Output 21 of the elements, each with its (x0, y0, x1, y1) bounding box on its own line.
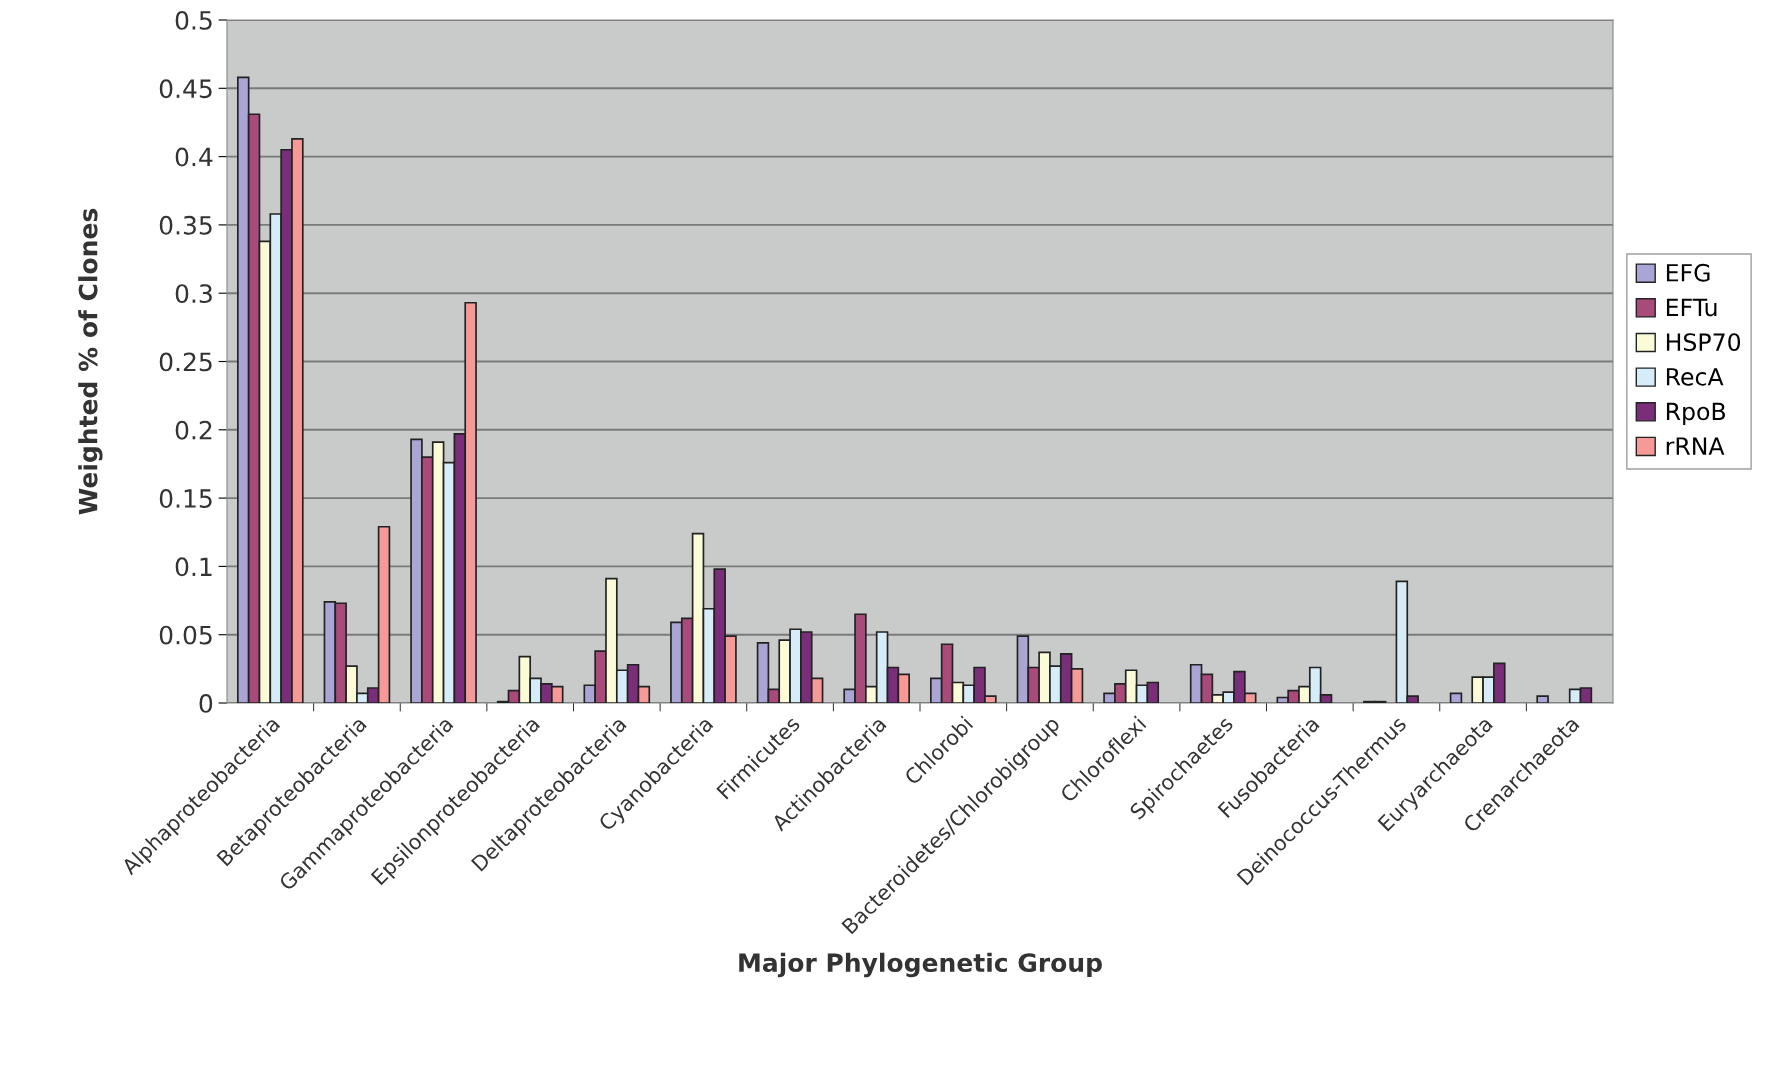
y-tick-label: 0.45 (159, 79, 212, 99)
y-tick-label: 0.05 (159, 625, 212, 645)
x-axis-title: Major Phylogenetic Group (739, 952, 1102, 978)
legend-label: EFG (1666, 263, 1710, 282)
y-tick-label: 0.4 (175, 147, 213, 167)
legend-label: HSP70 (1666, 333, 1741, 352)
legend-label: RecA (1666, 368, 1724, 386)
legend-label: RpoB (1666, 402, 1725, 425)
y-axis-title: Weighted % of Clones (78, 208, 103, 515)
bar (1536, 695, 1549, 703)
y-tick-label: 0.25 (159, 352, 212, 372)
y-tick-label: 0.2 (175, 420, 212, 440)
legend-label: rRNA (1666, 437, 1725, 455)
y-tick-label: 0.35 (159, 215, 212, 235)
y-tick-label: 0.5 (175, 10, 212, 30)
y-tick-label: 0 (199, 693, 213, 713)
y-tick-label: 0.1 (175, 557, 212, 577)
bar (1449, 692, 1463, 703)
y-tick-label: 0.3 (175, 284, 212, 304)
y-tick-label: 0.15 (159, 489, 212, 508)
legend-label: EFTu (1666, 298, 1717, 317)
